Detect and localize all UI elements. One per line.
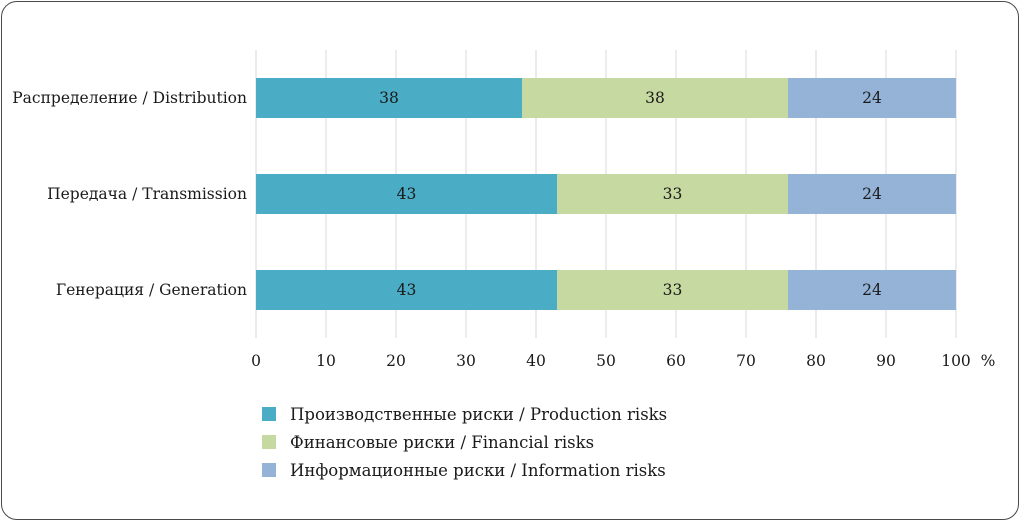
data-label: 24	[862, 185, 882, 203]
legend-label: Информационные риски / Information risks	[290, 461, 666, 480]
bar-segment	[256, 270, 557, 310]
x-tick-label: 80	[806, 352, 826, 370]
bar-segment	[557, 270, 788, 310]
legend-swatch	[262, 407, 276, 421]
x-tick-label: 0	[251, 352, 261, 370]
x-tick-label: 20	[386, 352, 406, 370]
legend-swatch	[262, 463, 276, 477]
data-label: 24	[862, 281, 882, 299]
x-tick-label: 50	[596, 352, 616, 370]
x-tick-label: 70	[736, 352, 756, 370]
category-labels: Распределение / Distribution Передача / T…	[12, 89, 247, 299]
bars: 38 38 24 43 33 24 43 33 24	[256, 78, 956, 310]
x-axis-ticks: 0 10 20 30 40 50 60 70 80 90 100	[251, 352, 971, 370]
category-label: Передача / Transmission	[47, 185, 247, 203]
bar-segment	[256, 174, 557, 214]
bar-segment	[256, 78, 522, 118]
x-tick-label: 60	[666, 352, 686, 370]
x-tick-label: 10	[316, 352, 336, 370]
legend-label: Производственные риски / Production risk…	[290, 405, 667, 424]
data-label: 24	[862, 89, 882, 107]
bar-segment	[788, 174, 956, 214]
category-label: Распределение / Distribution	[12, 89, 247, 107]
legend-label: Финансовые риски / Financial risks	[290, 433, 594, 452]
bar-segment	[788, 78, 956, 118]
data-label: 43	[397, 185, 417, 203]
x-axis-unit: %	[981, 352, 996, 370]
data-label: 43	[397, 281, 417, 299]
legend-swatch	[262, 435, 276, 449]
x-tick-label: 90	[876, 352, 896, 370]
bar-segment	[557, 174, 788, 214]
bar-segment	[788, 270, 956, 310]
x-tick-label: 30	[456, 352, 476, 370]
data-label: 33	[663, 185, 683, 203]
bar-segment	[522, 78, 788, 118]
data-label: 38	[379, 89, 399, 107]
legend: Производственные риски / Production risk…	[262, 405, 667, 480]
category-label: Генерация / Generation	[56, 281, 247, 299]
x-tick-label: 100	[941, 352, 971, 370]
x-tick-label: 40	[526, 352, 546, 370]
data-label: 33	[663, 281, 683, 299]
data-label: 38	[645, 89, 665, 107]
